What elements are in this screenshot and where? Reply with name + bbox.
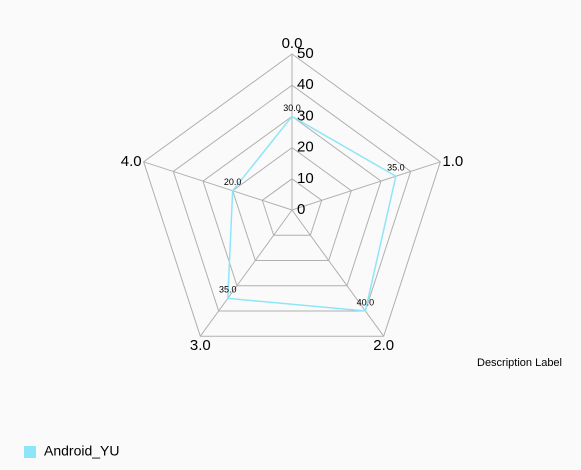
grid-line [232, 146, 352, 261]
category-label: 2.0 [373, 337, 394, 354]
radar-line [227, 115, 397, 312]
value-label: 40.0 [357, 297, 375, 307]
spoke [143, 161, 293, 211]
grid-line [261, 178, 323, 236]
grid-line [202, 115, 382, 287]
value-label: 30.0 [283, 103, 301, 113]
description: Description Label [477, 357, 562, 369]
grid-line [172, 84, 412, 312]
legend-label: Android_YU [44, 443, 120, 459]
legend-swatch [24, 446, 36, 458]
y-tick-label: 30 [297, 107, 314, 124]
spoke [291, 209, 385, 337]
value-label: 35.0 [219, 285, 237, 295]
y-tick-label: 50 [297, 45, 314, 62]
spoke [199, 209, 293, 337]
category-label: 3.0 [190, 337, 211, 354]
y-tick-label: 0 [297, 201, 305, 218]
spoke [291, 161, 441, 211]
category-label: 1.0 [442, 153, 463, 170]
value-label: 20.0 [224, 177, 242, 187]
grid-line [143, 53, 441, 337]
y-tick-label: 10 [297, 170, 314, 187]
value-label: 35.0 [387, 163, 405, 173]
y-tick-label: 20 [297, 139, 314, 156]
y-tick-label: 40 [297, 76, 314, 93]
category-label: 0.0 [282, 35, 303, 52]
category-label: 4.0 [121, 153, 142, 170]
